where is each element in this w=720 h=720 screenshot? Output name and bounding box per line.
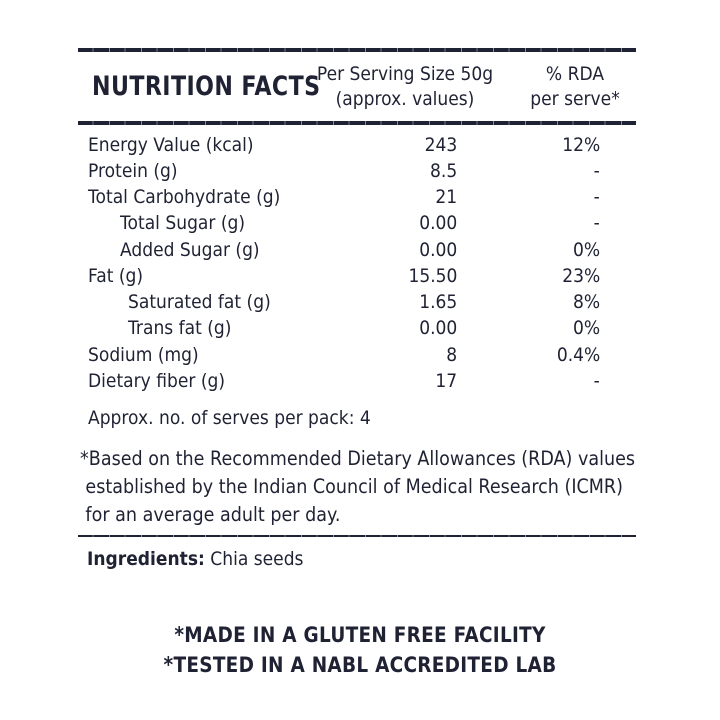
gluten-free-claim: *MADE IN A GLUTEN FREE FACILITY: [174, 623, 546, 647]
ingredients-label: Ingredients:: [87, 548, 205, 570]
table-row: Protein (g) 8.5 -: [0, 158, 720, 184]
rda-label: % RDA: [545, 63, 605, 85]
nutrient-value: 243: [424, 134, 457, 156]
table-row: Added Sugar (g) 0.00 0%: [0, 237, 720, 263]
nutrient-name: Saturated fat (g): [128, 291, 271, 313]
footnote-line: for an average adult per day.: [85, 503, 341, 526]
nutrient-value: 1.65: [418, 291, 457, 313]
table-row: Energy Value (kcal) 243 12%: [0, 132, 720, 158]
nutrient-rda: -: [593, 212, 600, 234]
table-row: Trans fat (g) 0.00 0%: [0, 315, 720, 341]
nutrient-name: Trans fat (g): [128, 317, 232, 339]
footnote-line: established by the Indian Council of Med…: [85, 475, 623, 498]
nutrient-name: Fat (g): [88, 265, 144, 287]
nutrient-value: 8: [446, 344, 457, 366]
rda-header: % RDA per serve*: [508, 62, 643, 112]
nutrient-name: Sodium (mg): [88, 344, 199, 366]
nutrient-rda: 0.4%: [556, 344, 600, 366]
nutrient-name: Protein (g): [88, 160, 178, 182]
table-row: Sodium (mg) 8 0.4%: [0, 342, 720, 368]
nutrient-rda: -: [593, 370, 600, 392]
nutrient-rda: 12%: [561, 134, 600, 156]
ingredients-value: Chia seeds: [204, 548, 304, 570]
nutrient-value: 15.50: [408, 265, 457, 287]
nutrient-value: 0.00: [418, 239, 457, 261]
nutrient-rda: -: [593, 186, 600, 208]
serving-approx-label: (approx. values): [335, 88, 475, 110]
top-rule: [78, 48, 636, 52]
nutrient-name: Total Sugar (g): [120, 212, 246, 234]
nutrient-name: Total Carbohydrate (g): [88, 186, 281, 208]
nutrient-name: Energy Value (kcal): [88, 134, 254, 156]
claims-block: *MADE IN A GLUTEN FREE FACILITY *TESTED …: [0, 620, 720, 680]
nutrient-rda: -: [593, 160, 600, 182]
serving-size-label: Per Serving Size 50g: [316, 63, 494, 85]
nutrient-value: 17: [435, 370, 457, 392]
nutrient-rda: 0%: [572, 239, 600, 261]
nutrient-value: 21: [435, 186, 457, 208]
serves-per-pack: Approx. no. of serves per pack: 4: [88, 407, 371, 429]
header-rule: [78, 121, 636, 125]
footnote-line: *Based on the Recommended Dietary Allowa…: [80, 447, 636, 470]
nutrient-value: 0.00: [418, 317, 457, 339]
table-row: Saturated fat (g) 1.65 8%: [0, 289, 720, 315]
serving-size-header: Per Serving Size 50g (approx. values): [311, 62, 500, 112]
nutrient-name: Added Sugar (g): [120, 239, 260, 261]
bottom-rule: [78, 535, 636, 537]
nutrient-value: 0.00: [418, 212, 457, 234]
rda-footnote: *Based on the Recommended Dietary Allowa…: [80, 445, 638, 529]
table-row: Fat (g) 15.50 23%: [0, 263, 720, 289]
nutrient-rda: 23%: [561, 265, 600, 287]
table-row: Total Sugar (g) 0.00 -: [0, 210, 720, 236]
table-row: Dietary fiber (g) 17 -: [0, 368, 720, 394]
nutrient-value: 8.5: [429, 160, 457, 182]
table-row: Total Carbohydrate (g) 21 -: [0, 184, 720, 210]
ingredients-line: Ingredients: Chia seeds: [87, 548, 303, 570]
rda-per-serve-label: per serve*: [530, 88, 620, 110]
nutrient-rda: 0%: [572, 317, 600, 339]
nabl-claim: *TESTED IN A NABL ACCREDITED LAB: [163, 653, 557, 677]
nutrient-name: Dietary fiber (g): [88, 370, 226, 392]
nutrient-rda: 8%: [572, 291, 600, 313]
nutrition-facts-title: NUTRITION FACTS: [92, 71, 321, 102]
